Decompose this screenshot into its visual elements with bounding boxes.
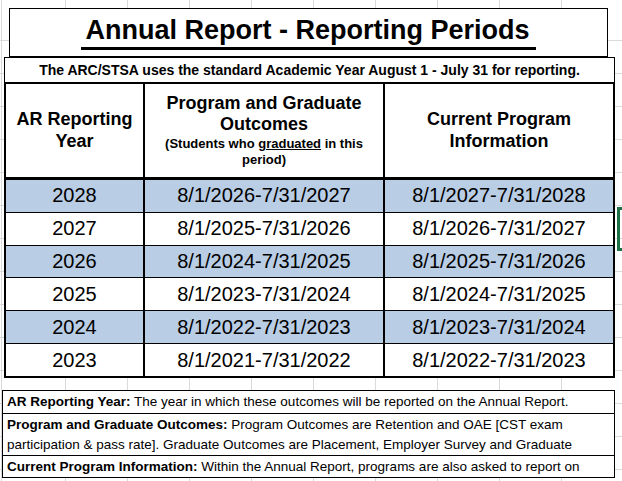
- footnote-text: The year in which these outcomes will be…: [131, 394, 569, 409]
- cell-ar-year[interactable]: 2027: [6, 213, 145, 245]
- cell-ar-year[interactable]: 2028: [6, 180, 145, 212]
- footnote-ar-reporting-year[interactable]: AR Reporting Year: The year in which the…: [2, 390, 615, 414]
- footnote-lead: AR Reporting Year:: [7, 394, 131, 409]
- table-row: 2023 8/1/2021-7/31/2022 8/1/2022-7/31/20…: [6, 344, 613, 376]
- header-label: Current Program Information: [399, 109, 599, 151]
- footnote-lead: Program and Graduate Outcomes:: [7, 417, 228, 432]
- cell-outcomes-period[interactable]: 8/1/2021-7/31/2022: [145, 344, 385, 376]
- cell-ar-year[interactable]: 2026: [6, 246, 145, 278]
- header-current-program-information[interactable]: Current Program Information: [385, 84, 613, 177]
- cell-ar-year[interactable]: 2024: [6, 311, 145, 343]
- cell-ar-year[interactable]: 2025: [6, 278, 145, 310]
- header-label: Program and Graduate Outcomes: [164, 93, 364, 135]
- cell-ar-year[interactable]: 2023: [6, 344, 145, 376]
- cell-current-period[interactable]: 8/1/2023-7/31/2024: [385, 311, 613, 343]
- table-row: 2024 8/1/2022-7/31/2023 8/1/2023-7/31/20…: [6, 311, 613, 344]
- page-title: Annual Report - Reporting Periods: [81, 15, 535, 50]
- spreadsheet-grid: Annual Report - Reporting Periods The AR…: [0, 0, 622, 481]
- header-sublabel: (Students who graduated in this period): [152, 136, 377, 169]
- subtitle-text: The ARC/STSA uses the standard Academic …: [39, 62, 580, 78]
- subtitle-cell[interactable]: The ARC/STSA uses the standard Academic …: [4, 57, 615, 83]
- selected-cell-border: [617, 207, 622, 251]
- table-row: 2025 8/1/2023-7/31/2024 8/1/2024-7/31/20…: [6, 278, 613, 311]
- table-header-row: AR Reporting Year Program and Graduate O…: [6, 84, 613, 180]
- footnote-text: Within the Annual Report, programs are a…: [198, 459, 580, 474]
- title-cell[interactable]: Annual Report - Reporting Periods: [9, 8, 608, 57]
- cell-current-period[interactable]: 8/1/2025-7/31/2026: [385, 246, 613, 278]
- footnote-program-graduate-outcomes[interactable]: Program and Graduate Outcomes: Program O…: [2, 413, 615, 456]
- cell-outcomes-period[interactable]: 8/1/2022-7/31/2023: [145, 311, 385, 343]
- cell-current-period[interactable]: 8/1/2022-7/31/2023: [385, 344, 613, 376]
- footnote-lead: Current Program Information:: [7, 459, 198, 474]
- header-ar-reporting-year[interactable]: AR Reporting Year: [6, 84, 145, 177]
- table-row: 2028 8/1/2026-7/31/2027 8/1/2027-7/31/20…: [6, 180, 613, 213]
- cell-current-period[interactable]: 8/1/2026-7/31/2027: [385, 213, 613, 245]
- footnote-current-program-information[interactable]: Current Program Information: Within the …: [2, 455, 615, 478]
- header-label: AR Reporting Year: [12, 109, 137, 151]
- cell-outcomes-period[interactable]: 8/1/2024-7/31/2025: [145, 246, 385, 278]
- cell-current-period[interactable]: 8/1/2027-7/31/2028: [385, 180, 613, 212]
- table-row: 2027 8/1/2025-7/31/2026 8/1/2026-7/31/20…: [6, 213, 613, 246]
- cell-outcomes-period[interactable]: 8/1/2023-7/31/2024: [145, 278, 385, 310]
- cell-outcomes-period[interactable]: 8/1/2026-7/31/2027: [145, 180, 385, 212]
- cell-current-period[interactable]: 8/1/2024-7/31/2025: [385, 278, 613, 310]
- cell-outcomes-period[interactable]: 8/1/2025-7/31/2026: [145, 213, 385, 245]
- header-program-graduate-outcomes[interactable]: Program and Graduate Outcomes (Students …: [145, 84, 385, 177]
- table-row: 2026 8/1/2024-7/31/2025 8/1/2025-7/31/20…: [6, 246, 613, 279]
- reporting-periods-table: AR Reporting Year Program and Graduate O…: [4, 82, 615, 378]
- underlined-word: graduated: [258, 136, 321, 151]
